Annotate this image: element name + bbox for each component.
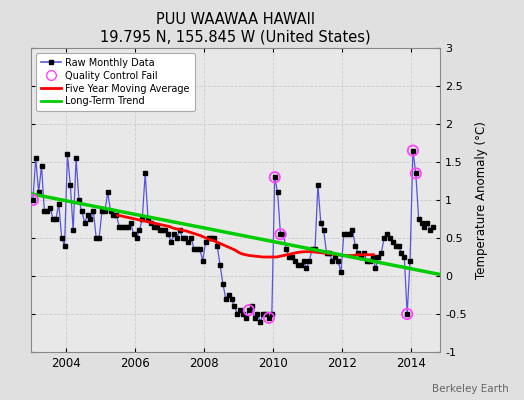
Point bbox=[270, 174, 279, 180]
Point bbox=[409, 148, 417, 154]
Y-axis label: Temperature Anomaly (°C): Temperature Anomaly (°C) bbox=[475, 121, 488, 279]
Legend: Raw Monthly Data, Quality Control Fail, Five Year Moving Average, Long-Term Tren: Raw Monthly Data, Quality Control Fail, … bbox=[36, 53, 195, 111]
Point bbox=[265, 314, 273, 321]
Point bbox=[412, 170, 420, 176]
Point bbox=[403, 311, 411, 317]
Text: Berkeley Earth: Berkeley Earth bbox=[432, 384, 508, 394]
Point bbox=[276, 231, 285, 237]
Title: PUU WAAWAA HAWAII
19.795 N, 155.845 W (United States): PUU WAAWAA HAWAII 19.795 N, 155.845 W (U… bbox=[101, 12, 371, 44]
Point bbox=[29, 197, 37, 203]
Point bbox=[245, 307, 253, 314]
